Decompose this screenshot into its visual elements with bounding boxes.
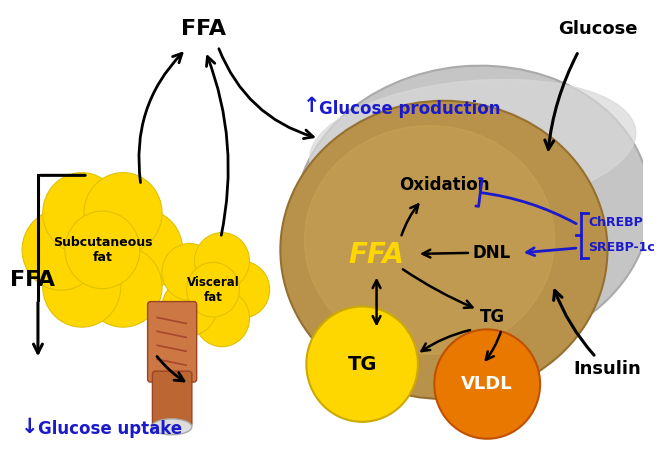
- Text: ↓: ↓: [21, 417, 38, 437]
- Text: Glucose production: Glucose production: [319, 100, 500, 118]
- Circle shape: [215, 261, 269, 318]
- Text: Oxidation: Oxidation: [399, 176, 489, 194]
- Ellipse shape: [295, 66, 650, 355]
- Text: FFA: FFA: [181, 19, 226, 39]
- Text: DNL: DNL: [473, 244, 511, 262]
- Text: FFA: FFA: [10, 270, 55, 290]
- Text: FFA: FFA: [349, 241, 404, 269]
- Circle shape: [195, 290, 249, 347]
- Circle shape: [162, 244, 217, 300]
- Circle shape: [434, 329, 540, 439]
- Text: ChREBP: ChREBP: [588, 216, 643, 229]
- Circle shape: [105, 210, 183, 290]
- Ellipse shape: [151, 419, 192, 435]
- Circle shape: [187, 263, 239, 317]
- Circle shape: [84, 173, 162, 253]
- Text: Glucose uptake: Glucose uptake: [38, 420, 182, 438]
- Text: Glucose: Glucose: [558, 20, 638, 38]
- Circle shape: [65, 211, 140, 288]
- Ellipse shape: [280, 101, 608, 399]
- Text: Subcutaneous
fat: Subcutaneous fat: [53, 236, 152, 264]
- FancyBboxPatch shape: [153, 371, 192, 427]
- Circle shape: [306, 307, 418, 422]
- Ellipse shape: [309, 80, 636, 212]
- Circle shape: [195, 232, 249, 289]
- Circle shape: [43, 246, 121, 327]
- Circle shape: [43, 173, 121, 253]
- Circle shape: [22, 210, 100, 290]
- Text: ↑: ↑: [303, 96, 320, 116]
- Text: Visceral
fat: Visceral fat: [187, 275, 239, 304]
- Text: Insulin: Insulin: [574, 360, 641, 378]
- Text: TG: TG: [348, 355, 377, 374]
- Circle shape: [162, 279, 217, 336]
- Ellipse shape: [304, 125, 554, 354]
- FancyBboxPatch shape: [147, 301, 197, 382]
- Text: TG: TG: [480, 308, 504, 326]
- Text: SREBP-1c: SREBP-1c: [588, 241, 655, 254]
- Circle shape: [84, 246, 162, 327]
- Text: VLDL: VLDL: [462, 375, 513, 393]
